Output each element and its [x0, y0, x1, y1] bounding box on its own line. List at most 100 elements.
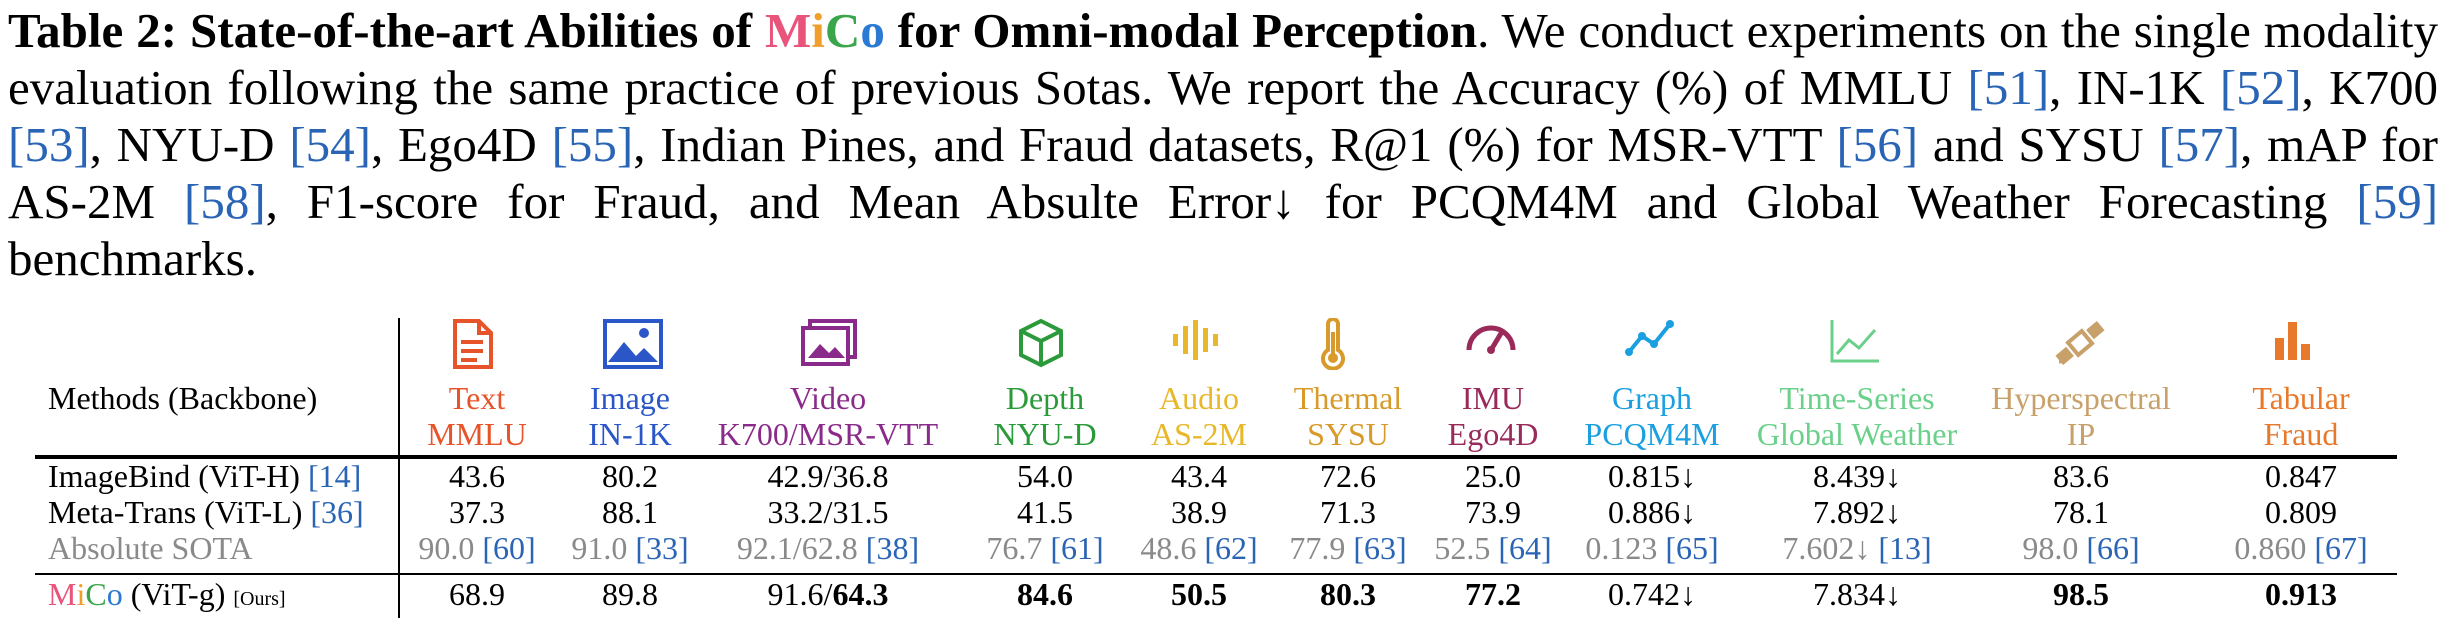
- table-cell: 25.0: [1465, 458, 1521, 494]
- table-cell: 80.3: [1320, 576, 1376, 612]
- citation-link[interactable]: [55]: [551, 117, 634, 172]
- citation-link[interactable]: [60]: [482, 530, 536, 566]
- dataset-name: NYU-D: [993, 416, 1097, 452]
- citation-link[interactable]: [58]: [184, 174, 266, 229]
- video-icon: [800, 318, 858, 371]
- table-caption: Table 2: State-of-the-art Abilities of M…: [8, 3, 2439, 286]
- modality-name: Time-Series: [1779, 380, 1935, 416]
- table-cell: 80.2: [602, 458, 658, 494]
- methods-header: Methods (Backbone): [48, 380, 318, 416]
- table-cell: 0.809: [2265, 494, 2337, 530]
- column-header: Hyperspectral IP: [1931, 380, 2231, 452]
- table-cell: 84.6: [1017, 576, 1073, 612]
- column-header: IMU Ego4D: [1343, 380, 1643, 452]
- sota-value: 92.1/62.8: [736, 530, 858, 566]
- table-cell: 73.9: [1465, 494, 1521, 530]
- table-cell: 76.7 [61]: [895, 530, 1195, 566]
- modality-name: Audio: [1159, 380, 1239, 416]
- graph-icon: [1624, 318, 1676, 363]
- column-header: Time-Series Global Weather: [1707, 380, 2007, 452]
- sota-value: 91.0: [571, 530, 628, 566]
- table-cell: 90.0 [60]: [327, 530, 627, 566]
- table-cell: 0.123 [65]: [1502, 530, 1802, 566]
- modality-name: Tabular: [2252, 380, 2350, 416]
- row-label-absolute-sota: Absolute SOTA: [48, 530, 253, 566]
- table-cell: 0.815↓: [1608, 458, 1696, 494]
- citation-link[interactable]: [57]: [2158, 117, 2241, 172]
- citation-link[interactable]: [65]: [1665, 530, 1719, 566]
- citation-link[interactable]: [13]: [1878, 530, 1932, 566]
- dataset-name: K700/MSR-VTT: [717, 416, 939, 452]
- citation-link[interactable]: [59]: [2356, 174, 2439, 229]
- sota-value: 7.602↓: [1782, 530, 1871, 566]
- citation-link[interactable]: [61]: [1050, 530, 1104, 566]
- table-cell: 7.834↓: [1813, 576, 1901, 612]
- column-header: Text MMLU: [327, 380, 627, 452]
- column-header: Image IN-1K: [480, 380, 780, 452]
- table-cell: 68.9: [449, 576, 505, 612]
- table-vertical-rule: [398, 318, 400, 618]
- row-label-meta-trans: Meta-Trans (ViT-L) [36]: [48, 494, 364, 530]
- modality-name: Hyperspectral: [1991, 380, 2171, 416]
- dataset-name: PCQM4M: [1584, 416, 1720, 452]
- column-header: Depth NYU-D: [895, 380, 1195, 452]
- table-cell: 33.2/31.5: [767, 494, 889, 530]
- sota-value: 76.7: [986, 530, 1043, 566]
- table-cell: 0.886↓: [1608, 494, 1696, 530]
- citation-link[interactable]: [53]: [8, 117, 90, 172]
- caption-title: Table 2: State-of-the-art Abilities of M…: [8, 3, 1478, 58]
- citation-link[interactable]: [62]: [1204, 530, 1258, 566]
- citation-link[interactable]: [14]: [307, 458, 362, 494]
- column-header: Tabular Fraud: [2151, 380, 2447, 452]
- table-cell: 88.1: [602, 494, 658, 530]
- citation-link[interactable]: [56]: [1836, 117, 1919, 172]
- table-cell: 0.913: [2265, 576, 2337, 612]
- table-cell: 91.6/64.3: [767, 576, 889, 612]
- citation-link[interactable]: [33]: [635, 530, 689, 566]
- table-cell: 43.4: [1171, 458, 1227, 494]
- column-header: Thermal SYSU: [1198, 380, 1498, 452]
- table-cell: 91.0 [33]: [480, 530, 780, 566]
- mico-logo: MiCo: [48, 576, 123, 612]
- mico-logo: MiCo: [765, 3, 885, 58]
- dataset-name: IP: [2066, 416, 2096, 452]
- document-icon: [449, 318, 495, 375]
- table-cell: 71.3: [1320, 494, 1376, 530]
- modality-name: Text: [448, 380, 506, 416]
- thermometer-icon: [1320, 317, 1346, 375]
- citation-link[interactable]: [54]: [289, 117, 371, 172]
- modality-name: Video: [789, 380, 867, 416]
- table-cell: 78.1: [2053, 494, 2109, 530]
- citation-link[interactable]: [36]: [310, 494, 364, 530]
- citation-link[interactable]: [38]: [865, 530, 920, 566]
- table-cell: 54.0: [1017, 458, 1073, 494]
- modality-name: Thermal: [1293, 380, 1403, 416]
- citation-link[interactable]: [64]: [1498, 530, 1552, 566]
- citation-link[interactable]: [51]: [1967, 60, 2050, 115]
- cube-icon: [1017, 318, 1065, 373]
- results-table: Methods (Backbone) Text MMLU Image IN-1K Vid…: [0, 317, 2447, 631]
- barchart-icon: [2273, 318, 2313, 367]
- citation-link[interactable]: [66]: [2086, 530, 2140, 566]
- sota-value: 77.9: [1289, 530, 1346, 566]
- table-cell: 48.6 [62]: [1049, 530, 1349, 566]
- dataset-name: Fraud: [2263, 416, 2339, 452]
- ours-tag: [Ours]: [233, 588, 286, 610]
- modality-name: Depth: [1005, 380, 1085, 416]
- timeseries-icon: [1829, 318, 1881, 369]
- table-cell: 42.9/36.8: [767, 458, 889, 494]
- table-cell: 77.2: [1465, 576, 1521, 612]
- modality-name: Image: [590, 380, 670, 416]
- sota-value: 90.0: [418, 530, 475, 566]
- citation-link[interactable]: [52]: [2219, 60, 2302, 115]
- citation-link[interactable]: [67]: [2314, 530, 2368, 566]
- satellite-icon: [2053, 318, 2107, 373]
- dataset-name: Ego4D: [1447, 416, 1539, 452]
- modality-name: IMU: [1461, 380, 1525, 416]
- table-cell: 83.6: [2053, 458, 2109, 494]
- table-cell: 72.6: [1320, 458, 1376, 494]
- table-cell: 98.0 [66]: [1931, 530, 2231, 566]
- table-mid-rule: [35, 573, 2397, 575]
- image-icon: [602, 318, 664, 375]
- citation-link[interactable]: [63]: [1353, 530, 1407, 566]
